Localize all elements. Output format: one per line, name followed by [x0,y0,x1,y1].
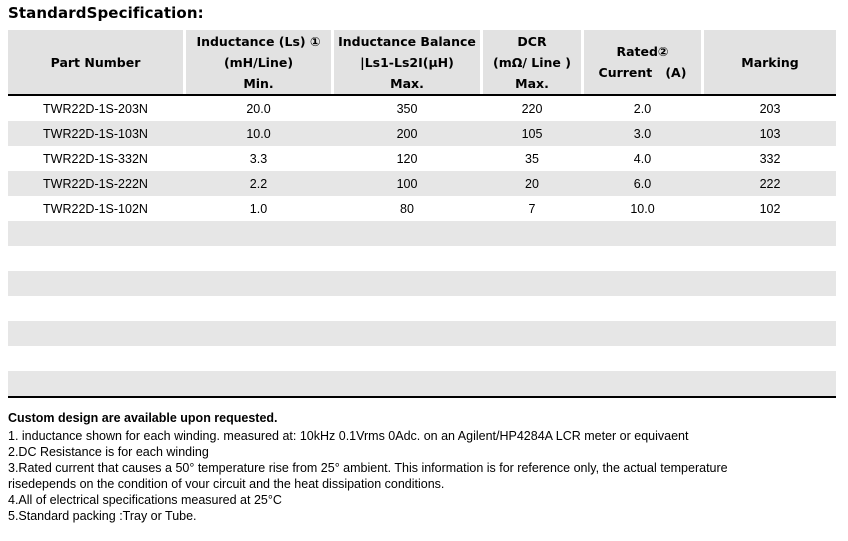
cell-dcr-max: 105 [521,126,543,141]
col-header-inductance: Inductance (Ls) ① (mH/Line) Min. [186,30,331,94]
notes-heading: Custom design are available upon request… [8,411,278,425]
cell-marking: 102 [759,201,781,216]
header-line: Part Number [50,54,141,70]
cell-rated-current: 4.0 [633,151,652,166]
header-line: |Ls1-Ls2I(μH) [360,54,454,70]
header-line: Max. [515,75,549,91]
table-row-empty [8,246,836,271]
header-line: Inductance (Ls) ① [196,33,321,49]
col-header-dcr: DCR (mΩ/ Line ) Max. [483,30,581,94]
cell-dcr-max: 20 [525,176,539,191]
table-row-empty [8,371,836,396]
table-row: TWR22D-1S-222N 2.2 100 20 6.0 222 [8,171,836,196]
cell-dcr-max: 7 [528,201,536,216]
cell-rated-current: 6.0 [633,176,652,191]
cell-inductance-min: 20.0 [246,101,271,116]
cell-marking: 332 [759,151,781,166]
cell-part-number: TWR22D-1S-103N [43,126,148,141]
table-row-empty [8,271,836,296]
cell-balance-max: 200 [396,126,418,141]
col-header-rated-current: Rated② Current (A) [584,30,701,94]
header-line: Current (A) [598,65,687,80]
cell-part-number: TWR22D-1S-203N [43,101,148,116]
cell-inductance-min: 1.0 [249,201,268,216]
cell-part-number: TWR22D-1S-332N [43,151,148,166]
header-line: DCR [517,33,547,49]
cell-part-number: TWR22D-1S-222N [43,176,148,191]
table-row-empty [8,296,836,321]
cell-dcr-max: 220 [521,101,543,116]
header-line: (mH/Line) [223,54,294,70]
table-row: TWR22D-1S-332N 3.3 120 35 4.0 332 [8,146,836,171]
table-row: TWR22D-1S-103N 10.0 200 105 3.0 103 [8,121,836,146]
col-header-marking: Marking [704,30,836,94]
note-line-3-cont: risedepends on the condition of vour cir… [8,477,445,491]
cell-rated-current: 3.0 [633,126,652,141]
note-line-3: 3.Rated current that causes a 50° temper… [8,461,728,475]
cell-inductance-min: 2.2 [249,176,268,191]
col-header-part-number: Part Number [8,30,183,94]
table-body: TWR22D-1S-203N 20.0 350 220 2.0 203 TWR2… [8,96,836,398]
cell-balance-max: 120 [396,151,418,166]
table-row: TWR22D-1S-102N 1.0 80 7 10.0 102 [8,196,836,221]
table-row-empty [8,321,836,346]
cell-balance-max: 80 [400,201,414,216]
cell-part-number: TWR22D-1S-102N [43,201,148,216]
note-line-2: 2.DC Resistance is for each winding [8,445,209,459]
header-line: Inductance Balance [338,33,476,49]
note-line-1: 1. inductance shown for each winding. me… [8,429,689,443]
cell-inductance-min: 10.0 [246,126,271,141]
cell-marking: 222 [759,176,781,191]
cell-marking: 203 [759,101,781,116]
notes-section: Custom design are available upon request… [8,410,844,524]
cell-inductance-min: 3.3 [249,151,268,166]
note-line-4: 4.All of electrical specifications measu… [8,493,282,507]
header-line: Min. [243,75,274,91]
table-row: TWR22D-1S-203N 20.0 350 220 2.0 203 [8,96,836,121]
cell-dcr-max: 35 [525,151,539,166]
cell-balance-max: 100 [396,176,418,191]
spec-table: Part Number Inductance (Ls) ① (mH/Line) … [8,30,836,398]
header-line: Rated② [616,44,669,59]
col-header-inductance-balance: Inductance Balance |Ls1-Ls2I(μH) Max. [334,30,480,94]
table-row-empty [8,346,836,371]
cell-rated-current: 10.0 [630,201,655,216]
cell-marking: 103 [759,126,781,141]
cell-rated-current: 2.0 [633,101,652,116]
note-line-5: 5.Standard packing :Tray or Tube. [8,509,197,523]
page-title: StandardSpecification: [8,4,204,22]
table-header-row: Part Number Inductance (Ls) ① (mH/Line) … [8,30,836,96]
header-line: Marking [741,54,799,70]
header-line: Max. [390,75,424,91]
cell-balance-max: 350 [396,101,418,116]
header-line: (mΩ/ Line ) [493,54,571,70]
table-row-empty [8,221,836,246]
